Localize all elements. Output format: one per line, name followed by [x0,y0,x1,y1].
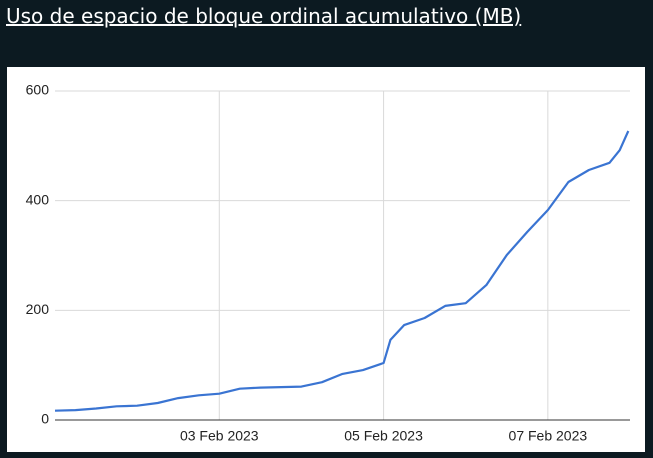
y-tick-label: 600 [26,82,50,98]
chart-panel [7,67,645,452]
data-line [54,130,630,412]
page-title[interactable]: Uso de espacio de bloque ordinal acumula… [6,4,522,28]
y-tick-label: 200 [26,301,50,317]
x-tick-label: 07 Feb 2023 [509,428,588,444]
x-tick-label: 05 Feb 2023 [344,428,423,444]
y-tick-label: 400 [26,191,50,207]
x-tick-label: 03 Feb 2023 [180,428,259,444]
y-tick-label: 0 [41,411,49,427]
